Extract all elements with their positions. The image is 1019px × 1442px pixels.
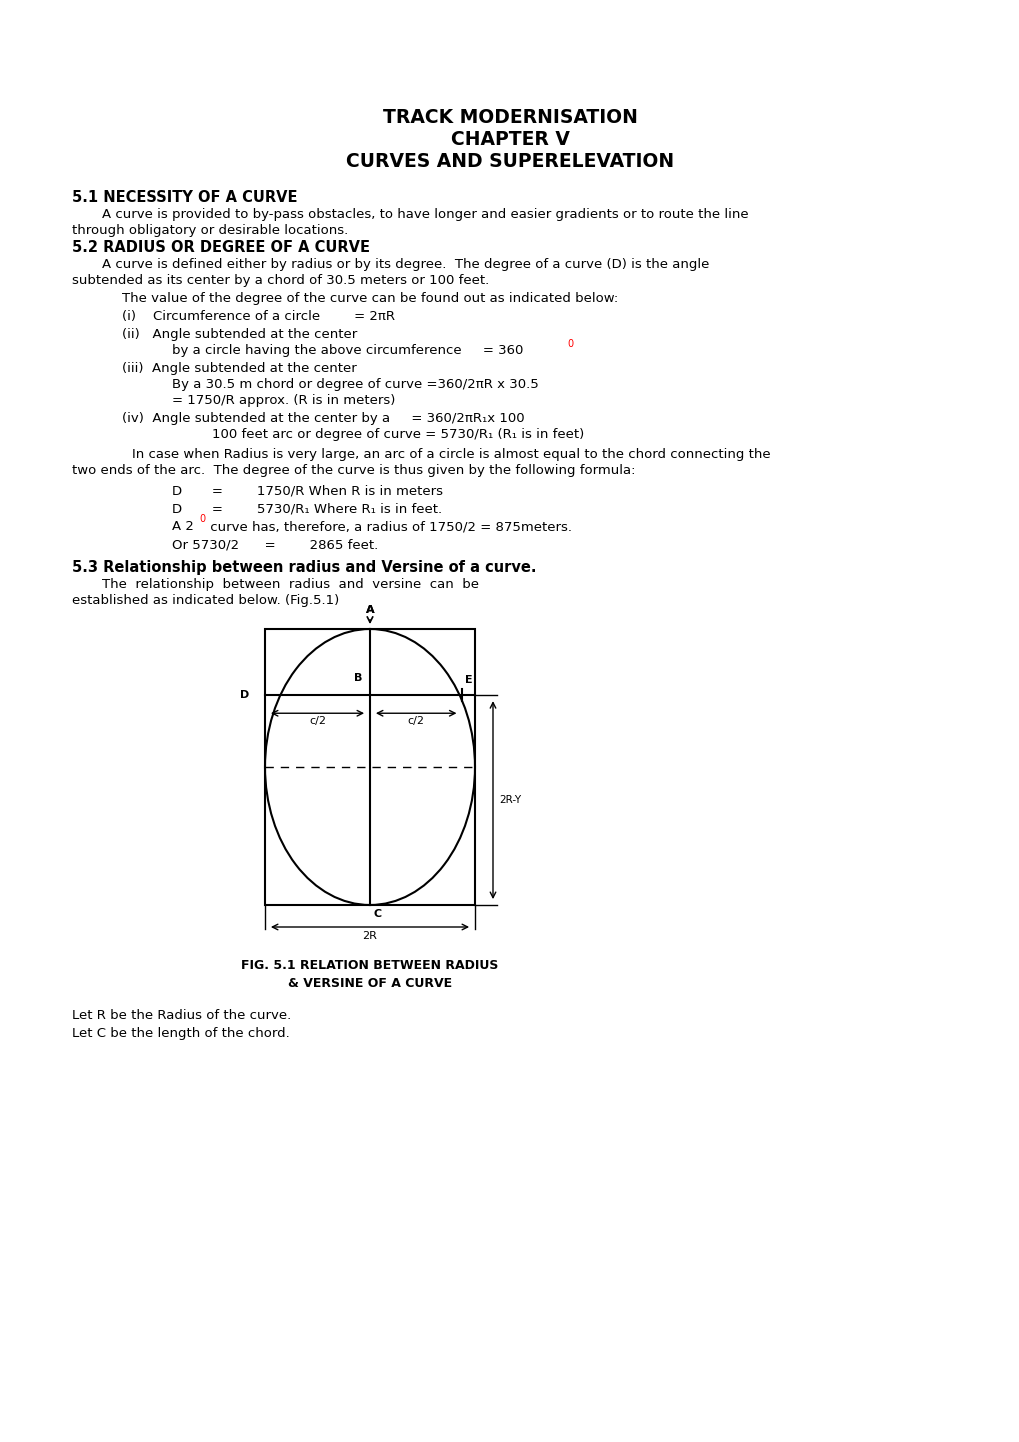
Text: c/2: c/2 bbox=[408, 717, 424, 727]
Text: D       =        5730/R₁ Where R₁ is in feet.: D = 5730/R₁ Where R₁ is in feet. bbox=[172, 502, 441, 515]
Text: (ii)   Angle subtended at the center: (ii) Angle subtended at the center bbox=[122, 327, 357, 340]
Text: 2R: 2R bbox=[362, 932, 377, 942]
Text: The  relationship  between  radius  and  versine  can  be: The relationship between radius and vers… bbox=[102, 578, 479, 591]
Text: 0: 0 bbox=[567, 339, 573, 349]
Text: Let C be the length of the chord.: Let C be the length of the chord. bbox=[72, 1027, 289, 1040]
Text: (iii)  Angle subtended at the center: (iii) Angle subtended at the center bbox=[122, 362, 357, 375]
Text: 2R-Y: 2R-Y bbox=[498, 795, 521, 805]
Text: established as indicated below. (Fig.5.1): established as indicated below. (Fig.5.1… bbox=[72, 594, 339, 607]
Text: Let R be the Radius of the curve.: Let R be the Radius of the curve. bbox=[72, 1009, 291, 1022]
Text: CURVES AND SUPERELEVATION: CURVES AND SUPERELEVATION bbox=[345, 151, 674, 172]
Text: C: C bbox=[374, 908, 382, 919]
Text: c/2: c/2 bbox=[309, 717, 326, 727]
Text: D       =        1750/R When R is in meters: D = 1750/R When R is in meters bbox=[172, 485, 442, 497]
Text: TRACK MODERNISATION: TRACK MODERNISATION bbox=[382, 108, 637, 127]
Text: A: A bbox=[366, 606, 374, 614]
Text: FIG. 5.1 RELATION BETWEEN RADIUS: FIG. 5.1 RELATION BETWEEN RADIUS bbox=[242, 959, 498, 972]
Text: & VERSINE OF A CURVE: & VERSINE OF A CURVE bbox=[287, 978, 451, 991]
Text: 5.1 NECESSITY OF A CURVE: 5.1 NECESSITY OF A CURVE bbox=[72, 190, 298, 205]
Text: (iv)  Angle subtended at the center by a     = 360/2πR₁x 100: (iv) Angle subtended at the center by a … bbox=[122, 412, 524, 425]
Text: E: E bbox=[465, 675, 473, 685]
Text: A: A bbox=[366, 606, 374, 614]
Text: 5.2 RADIUS OR DEGREE OF A CURVE: 5.2 RADIUS OR DEGREE OF A CURVE bbox=[72, 239, 370, 255]
Text: A curve is provided to by-pass obstacles, to have longer and easier gradients or: A curve is provided to by-pass obstacles… bbox=[102, 208, 748, 221]
Bar bbox=[265, 629, 475, 906]
Text: two ends of the arc.  The degree of the curve is thus given by the following for: two ends of the arc. The degree of the c… bbox=[72, 464, 635, 477]
Text: B: B bbox=[354, 673, 362, 684]
Text: 5.3 Relationship between radius and Versine of a curve.: 5.3 Relationship between radius and Vers… bbox=[72, 559, 536, 575]
Text: CHAPTER V: CHAPTER V bbox=[450, 130, 569, 149]
Text: curve has, therefore, a radius of 1750/2 = 875meters.: curve has, therefore, a radius of 1750/2… bbox=[206, 521, 572, 534]
Text: = 1750/R approx. (R is in meters): = 1750/R approx. (R is in meters) bbox=[172, 394, 395, 407]
Text: Or 5730/2      =        2865 feet.: Or 5730/2 = 2865 feet. bbox=[172, 538, 378, 551]
Text: In case when Radius is very large, an arc of a circle is almost equal to the cho: In case when Radius is very large, an ar… bbox=[131, 448, 770, 461]
Text: A 2: A 2 bbox=[172, 521, 194, 534]
Text: D: D bbox=[239, 691, 249, 701]
Text: by a circle having the above circumference     = 360: by a circle having the above circumferen… bbox=[172, 345, 523, 358]
Text: By a 30.5 m chord or degree of curve =360/2πR x 30.5: By a 30.5 m chord or degree of curve =36… bbox=[172, 378, 538, 391]
Text: The value of the degree of the curve can be found out as indicated below:: The value of the degree of the curve can… bbox=[122, 291, 618, 306]
Text: subtended as its center by a chord of 30.5 meters or 100 feet.: subtended as its center by a chord of 30… bbox=[72, 274, 489, 287]
Text: A curve is defined either by radius or by its degree.  The degree of a curve (D): A curve is defined either by radius or b… bbox=[102, 258, 708, 271]
Text: 100 feet arc or degree of curve = 5730/R₁ (R₁ is in feet): 100 feet arc or degree of curve = 5730/R… bbox=[212, 428, 584, 441]
Text: (i)    Circumference of a circle        = 2πR: (i) Circumference of a circle = 2πR bbox=[122, 310, 394, 323]
Text: through obligatory or desirable locations.: through obligatory or desirable location… bbox=[72, 224, 347, 236]
Text: 0: 0 bbox=[199, 513, 205, 523]
